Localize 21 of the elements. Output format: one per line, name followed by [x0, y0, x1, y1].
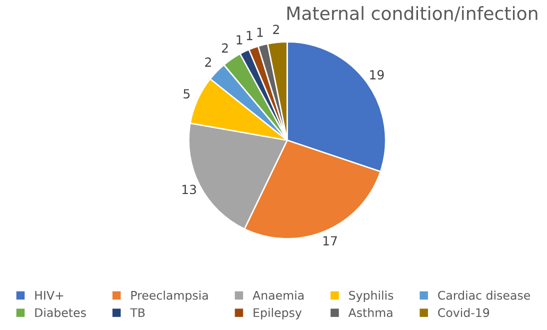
data-label: 19	[370, 70, 384, 80]
data-label: 17	[323, 236, 337, 246]
legend-label: Anaemia	[252, 290, 304, 300]
data-label: 1	[257, 28, 263, 37]
legend-label: TB	[130, 308, 145, 317]
data-label: 13	[182, 184, 196, 194]
data-label: 2	[205, 57, 211, 67]
legend-label: Epilepsy	[254, 308, 302, 320]
legend-label: Covid-19	[438, 308, 490, 318]
data-label: 2	[222, 43, 228, 53]
data-label: 5	[184, 89, 190, 99]
legend-label: Syphilis	[349, 290, 394, 302]
legend-label: Preeclampsia	[131, 290, 208, 302]
legend-label: Diabetes	[35, 308, 86, 318]
chart-title: Maternal condition/infection	[287, 6, 538, 22]
legend-label: Asthma	[348, 308, 392, 318]
legend-label: Cardiac disease	[438, 290, 530, 300]
data-label: 2	[273, 24, 279, 34]
legend-label: HIV+	[35, 290, 64, 300]
data-label: 1	[246, 30, 252, 40]
data-label: 1	[236, 35, 242, 44]
